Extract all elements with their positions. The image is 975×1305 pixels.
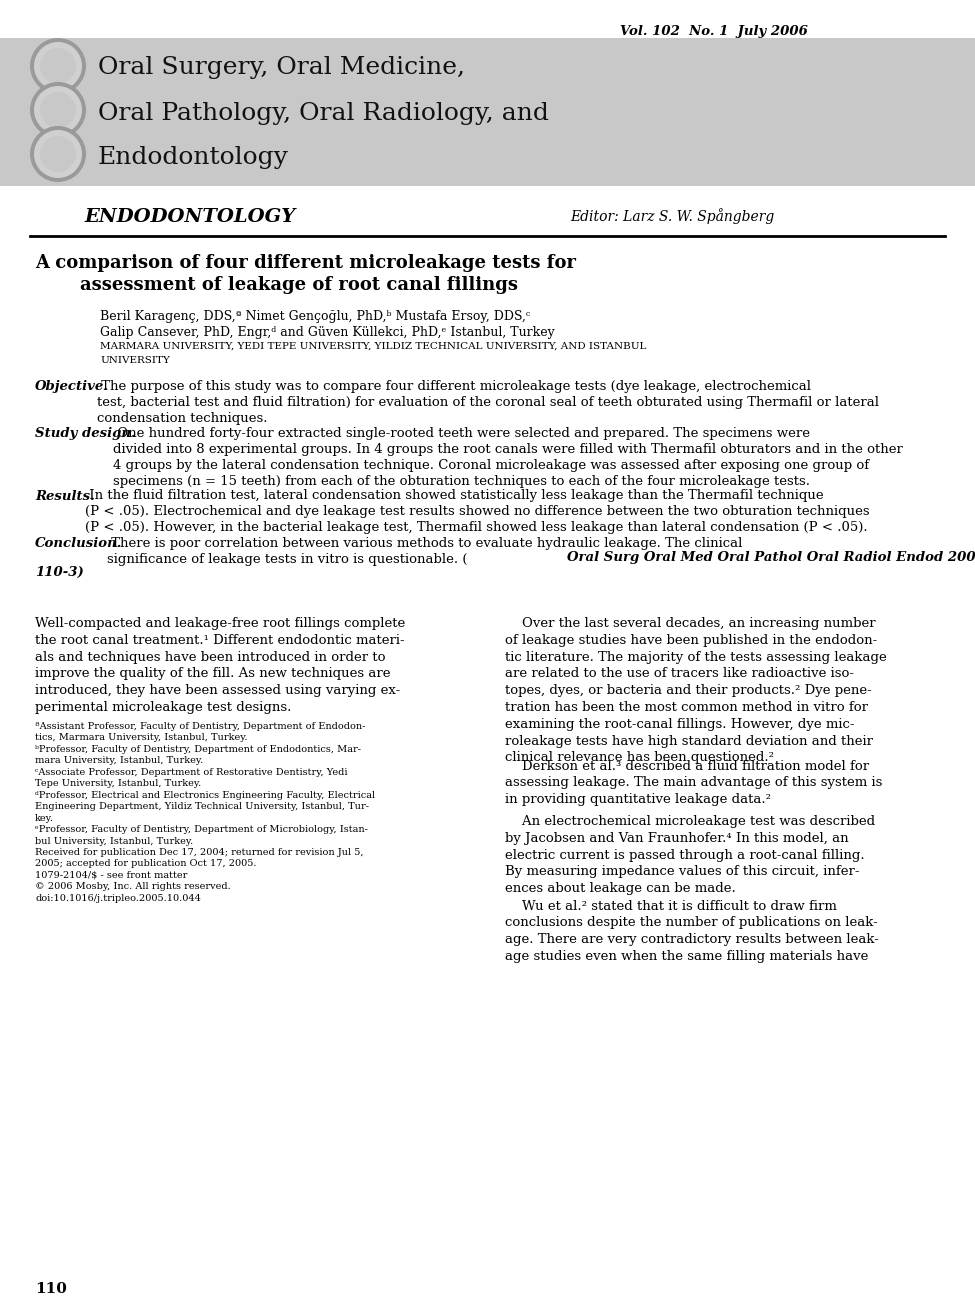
Text: Vol. 102  No. 1  July 2006: Vol. 102 No. 1 July 2006 [620, 25, 808, 38]
Circle shape [34, 86, 82, 134]
Text: Oral Surgery, Oral Medicine,: Oral Surgery, Oral Medicine, [98, 56, 465, 80]
Text: Endodontology: Endodontology [98, 146, 289, 170]
Text: In the fluid filtration test, lateral condensation showed statistically less lea: In the fluid filtration test, lateral co… [85, 489, 870, 535]
Text: Beril Karagenç, DDS,ª Nimet Gençoğlu, PhD,ᵇ Mustafa Ersoy, DDS,ᶜ: Beril Karagenç, DDS,ª Nimet Gençoğlu, Ph… [100, 311, 530, 324]
Text: Results.: Results. [35, 489, 95, 502]
Text: Derkson et al.³ described a fluid filtration model for
assessing leakage. The ma: Derkson et al.³ described a fluid filtra… [505, 760, 882, 806]
Text: The purpose of this study was to compare four different microleakage tests (dye : The purpose of this study was to compare… [97, 380, 879, 425]
Text: Objective.: Objective. [35, 380, 109, 393]
FancyBboxPatch shape [0, 38, 975, 187]
Text: Oral Pathology, Oral Radiology, and: Oral Pathology, Oral Radiology, and [98, 102, 549, 125]
Text: Wu et al.² stated that it is difficult to draw firm
conclusions despite the numb: Wu et al.² stated that it is difficult t… [505, 899, 878, 963]
Circle shape [40, 48, 76, 84]
Text: Oral Surg Oral Med Oral Pathol Oral Radiol Endod 2006;102:: Oral Surg Oral Med Oral Pathol Oral Radi… [567, 552, 975, 565]
Text: Well-compacted and leakage-free root fillings complete
the root canal treatment.: Well-compacted and leakage-free root fil… [35, 617, 406, 714]
Text: There is poor correlation between various methods to evaluate hydraulic leakage.: There is poor correlation between variou… [107, 536, 742, 566]
Text: UNIVERSITY: UNIVERSITY [100, 356, 170, 365]
Circle shape [30, 38, 86, 94]
Text: Over the last several decades, an increasing number
of leakage studies have been: Over the last several decades, an increa… [505, 617, 886, 765]
Circle shape [40, 136, 76, 172]
Circle shape [34, 130, 82, 177]
Text: Conclusion.: Conclusion. [35, 536, 123, 549]
Circle shape [34, 42, 82, 90]
Text: ENDODONTOLOGY: ENDODONTOLOGY [85, 207, 295, 226]
Circle shape [40, 91, 76, 128]
Text: Study design.: Study design. [35, 428, 136, 441]
Text: An electrochemical microleakage test was described
by Jacobsen and Van Fraunhofe: An electrochemical microleakage test was… [505, 816, 876, 895]
Text: MARMARA UNIVERSITY, YEDI TEPE UNIVERSITY, YILDIZ TECHNICAL UNIVERSITY, AND ISTAN: MARMARA UNIVERSITY, YEDI TEPE UNIVERSITY… [100, 342, 646, 351]
Text: 110-3): 110-3) [35, 566, 84, 579]
Text: A comparison of four different microleakage tests for: A comparison of four different microleak… [35, 254, 576, 271]
Text: ªAssistant Professor, Faculty of Dentistry, Department of Endodon-
tics, Marmara: ªAssistant Professor, Faculty of Dentist… [35, 722, 375, 903]
Text: Editor: Larz S. W. Spångberg: Editor: Larz S. W. Spångberg [570, 207, 774, 224]
Text: assessment of leakage of root canal fillings: assessment of leakage of root canal fill… [80, 275, 518, 294]
Circle shape [30, 82, 86, 138]
Text: 110: 110 [35, 1282, 67, 1296]
Text: One hundred forty-four extracted single-rooted teeth were selected and prepared.: One hundred forty-four extracted single-… [113, 428, 903, 488]
Circle shape [30, 127, 86, 181]
Text: Galip Cansever, PhD, Engr,ᵈ and Güven Küllekci, PhD,ᵉ Istanbul, Turkey: Galip Cansever, PhD, Engr,ᵈ and Güven Kü… [100, 326, 555, 339]
